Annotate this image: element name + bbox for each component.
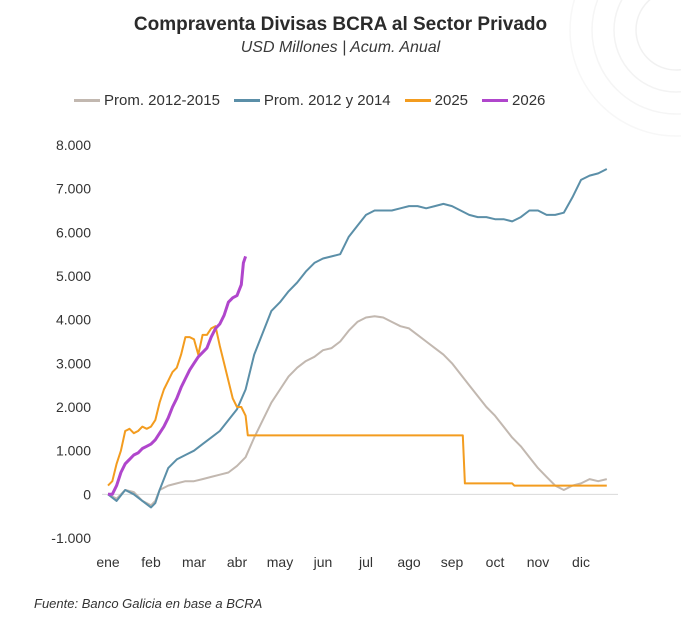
chart-title: Compraventa Divisas BCRA al Sector Priva… <box>133 14 548 35</box>
y-tick-label: 4.000 <box>56 312 91 328</box>
legend-swatch <box>404 99 431 102</box>
x-tick-label: mar <box>182 554 206 570</box>
x-tick-label: oct <box>486 554 505 570</box>
x-tick-label: ene <box>96 554 120 570</box>
series-line-2025 <box>107 325 607 487</box>
legend-swatch <box>74 99 100 102</box>
line-chart: -1.000 0 1.000 2.000 3.000 4.000 5.000 6.000 7.0… <box>51 137 618 570</box>
legend-swatch <box>482 99 509 102</box>
legend-label: 2025 <box>434 92 469 109</box>
legend-label: 2026 <box>512 92 546 109</box>
legend-item: Prom. 2012 y 2014 <box>233 92 391 109</box>
chart-subtitle: USD Millones | Acum. Anual <box>240 39 441 56</box>
legend-item: 2026 <box>482 92 545 109</box>
series-line-2026 <box>108 255 248 496</box>
x-tick-label: abr <box>227 554 248 570</box>
decorative-rings <box>569 0 681 137</box>
x-tick-label: jun <box>313 554 333 570</box>
y-tick-label: 8.000 <box>56 137 91 153</box>
x-tick-label: feb <box>141 554 161 570</box>
legend-swatch <box>233 99 260 102</box>
x-tick-label: jul <box>358 554 373 570</box>
series-line-prom-2012-2015 <box>107 315 608 507</box>
y-tick-label: -1.000 <box>51 530 91 546</box>
y-tick-label: 3.000 <box>56 355 91 371</box>
series-line-prom-2012-y-2014 <box>107 168 608 509</box>
x-tick-label: sep <box>441 554 464 570</box>
y-tick-label: 1.000 <box>56 443 91 459</box>
y-tick-label: 2.000 <box>56 399 91 415</box>
y-tick-label: 6.000 <box>56 224 91 240</box>
legend-item: 2025 <box>404 92 469 109</box>
y-tick-label: 7.000 <box>56 181 91 197</box>
y-tick-label: 5.000 <box>56 268 91 284</box>
y-tick-label: 0 <box>83 486 91 502</box>
legend-item: Prom. 2012-2015 <box>74 92 220 109</box>
legend-label: Prom. 2012 y 2014 <box>263 92 391 109</box>
x-tick-label: dic <box>572 554 590 570</box>
x-tick-label: may <box>267 554 293 570</box>
x-tick-label: ago <box>397 554 421 570</box>
legend-label: Prom. 2012-2015 <box>104 92 220 109</box>
chart-legend: Prom. 2012-2015 Prom. 2012 y 2014 2025 2026 <box>74 92 545 109</box>
x-tick-label: nov <box>527 554 550 570</box>
source-note: Fuente: Banco Galicia en base a BCRA <box>34 596 263 611</box>
